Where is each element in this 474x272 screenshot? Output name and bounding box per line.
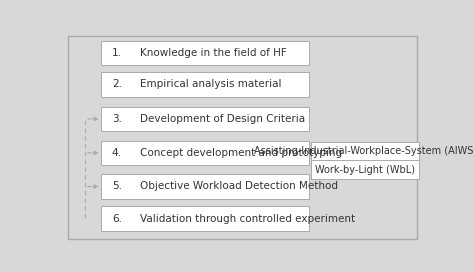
- Text: 2.: 2.: [112, 79, 122, 89]
- Text: Empirical analysis material: Empirical analysis material: [140, 79, 282, 89]
- Text: Assisting-Industrial-Workplace-System (AIWS): Assisting-Industrial-Workplace-System (A…: [254, 146, 474, 156]
- Text: Objective Workload Detection Method: Objective Workload Detection Method: [140, 181, 338, 191]
- FancyBboxPatch shape: [311, 141, 419, 160]
- Text: Concept development and prototyping: Concept development and prototyping: [140, 148, 342, 158]
- FancyBboxPatch shape: [101, 141, 309, 165]
- FancyBboxPatch shape: [311, 160, 419, 179]
- Text: Development of Design Criteria: Development of Design Criteria: [140, 114, 305, 124]
- Text: Knowledge in the field of HF: Knowledge in the field of HF: [140, 48, 287, 58]
- Text: 3.: 3.: [112, 114, 122, 124]
- Text: 6.: 6.: [112, 214, 122, 224]
- FancyBboxPatch shape: [101, 72, 309, 97]
- FancyBboxPatch shape: [101, 107, 309, 131]
- Text: 1.: 1.: [112, 48, 122, 58]
- Text: Work-by-Light (WbL): Work-by-Light (WbL): [315, 165, 415, 175]
- Text: 4.: 4.: [112, 148, 122, 158]
- FancyBboxPatch shape: [101, 41, 309, 65]
- Text: 5.: 5.: [112, 181, 122, 191]
- FancyBboxPatch shape: [101, 206, 309, 231]
- FancyBboxPatch shape: [101, 174, 309, 199]
- Text: Validation through controlled experiment: Validation through controlled experiment: [140, 214, 355, 224]
